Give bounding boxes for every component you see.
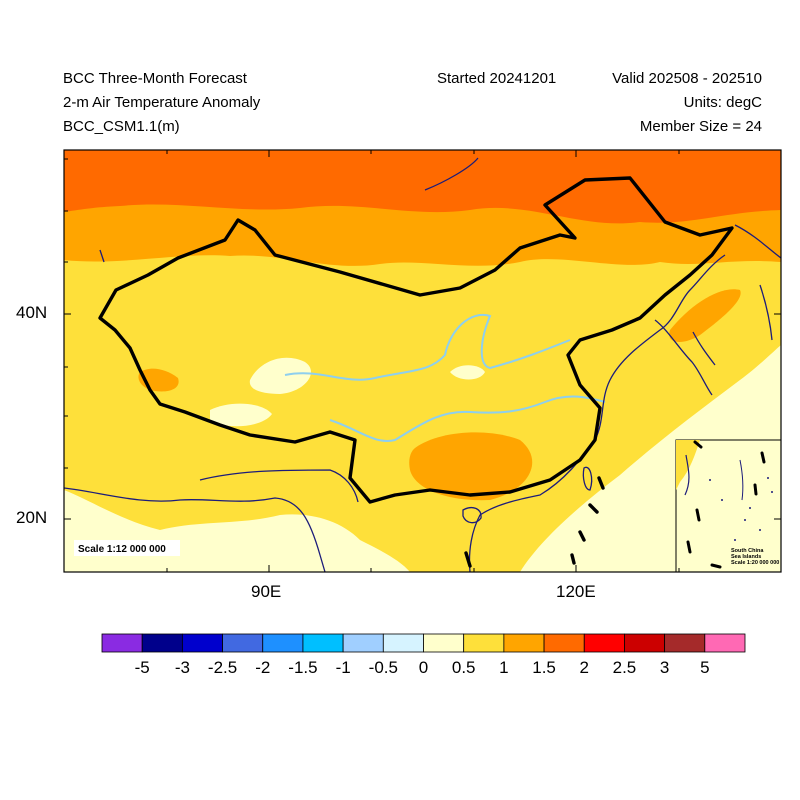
colorbar-swatch [302,633,344,653]
scale-label: Scale 1:12 000 000 [78,544,166,555]
lat-label-20n: 20N [16,508,48,527]
yellow-river [284,313,571,381]
lat-label-40n: 40N [16,303,48,322]
hainan-island [462,507,482,524]
colorbar-swatch [664,633,706,653]
colorbar-label: 1.5 [532,658,556,677]
member-size: Member Size = 24 [639,118,762,135]
inset-scale: Scale 1:20 000 000 [731,560,780,566]
colorbar-swatch [583,633,625,653]
colorbar-label: -2 [255,658,271,677]
colorbar-swatch [704,633,746,653]
inset-title-line2: Sea Islands [731,554,762,560]
coastlines [64,157,781,572]
colorbar-swatch [423,633,465,653]
colorbar-swatch [382,633,424,653]
colorbar-label: 0 [418,658,429,677]
model-name: BCC_CSM1.1(m) [63,118,180,135]
china-border [98,176,734,504]
colorbar-label: -2.5 [207,658,238,677]
south-china-sea-inset [675,439,781,572]
lon-label-90e: 90E [251,582,282,601]
plot-frame [63,149,782,573]
colorbar-label: 2 [579,658,589,677]
variable-name: 2-m Air Temperature Anomaly [63,94,261,111]
lon-label-120e: 120E [556,582,596,601]
colorbar-label: 5 [700,658,710,677]
colorbar-swatch [181,633,223,653]
start-date: Started 20241201 [437,70,557,87]
scale-box [74,540,180,556]
colorbar-label: 3 [659,658,670,677]
axis-ticks [64,150,781,572]
colorbar-label: -3 [174,658,190,677]
colorbar-swatch [463,633,505,653]
colorbar-swatch [543,633,585,653]
yangtze-river [329,395,606,442]
colorbar-label: 2.5 [612,658,637,677]
colorbar-swatch [222,633,264,653]
nine-dash-line [464,476,605,568]
anomaly-band-1-5-to-2 [64,150,781,224]
forecast-title: BCC Three-Month Forecast [63,70,247,87]
inset-title-line1: South China [731,548,764,554]
colorbar-label: -1.5 [288,658,318,677]
map-plot-area [64,150,781,572]
colorbar-label: -5 [134,658,150,677]
colorbar-label: -0.5 [368,658,398,677]
colorbar-swatch [262,633,304,653]
colorbar-swatch [503,633,545,653]
units-label: Units: degC [683,94,762,111]
colorbar-swatch [141,633,183,653]
colorbar-swatch [342,633,384,653]
taiwan-island [582,466,593,491]
colorbar [101,633,746,653]
valid-period: Valid 202508 - 202510 [612,70,762,87]
colorbar-swatch [101,633,143,653]
colorbar-label: 1 [499,658,509,677]
colorbar-label: 0.5 [451,658,476,677]
colorbar-label: -1 [335,658,351,677]
colorbar-swatch [624,633,666,653]
